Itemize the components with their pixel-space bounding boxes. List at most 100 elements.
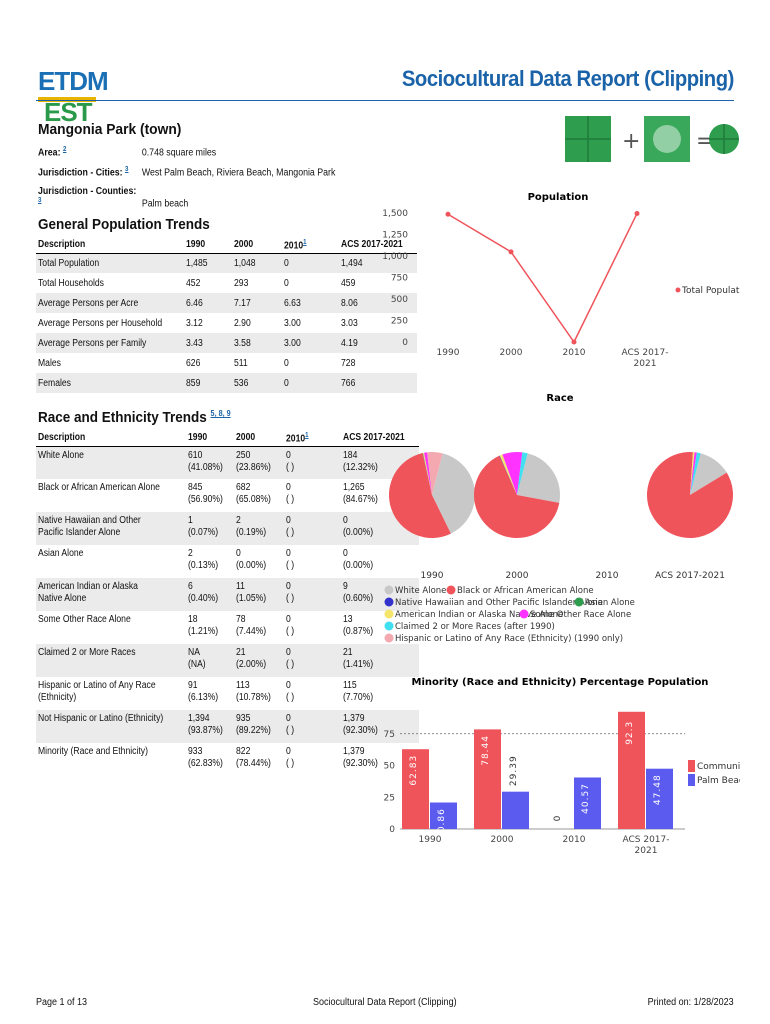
area-value: 0.748 square miles (141, 147, 217, 159)
row-value: 2.90 (234, 317, 252, 329)
row-value: 113 (10.78%) (235, 680, 271, 703)
area-ref-link[interactable]: 2 (62, 146, 67, 153)
row-value: 21 (2.00%) (233, 644, 284, 677)
header-1990: 1990 (184, 237, 233, 254)
x-tick-label: 2000 (500, 348, 523, 358)
row-value: 9 (0.60%) (340, 578, 419, 611)
header-2010-ref-link[interactable]: 1 (303, 238, 307, 246)
table-header-row: Description 1990 2000 20101 ACS 2017-202… (36, 430, 419, 447)
row-value: 0( ) (283, 710, 341, 743)
row-description: Minority (Race and Ethnicity) (38, 746, 148, 757)
header-2000: 2000 (233, 430, 284, 447)
general-population-table: Description 1990 2000 20101 ACS 2017-202… (36, 237, 418, 393)
bar-data-label: 47.48 (653, 774, 663, 805)
y-tick-label: 1,250 (382, 231, 408, 241)
row-value: 0 (284, 357, 290, 369)
legend-entry: Community (697, 762, 740, 772)
legend-marker (384, 633, 394, 643)
row-description: American Indian or Alaska Native Alone (36, 578, 186, 611)
etdm-est-logo: ETDM EST (38, 66, 148, 127)
table-header-row: Description 1990 2000 20101 ACS 2017-202… (36, 237, 418, 254)
legend-marker (384, 621, 394, 631)
population-line-chart: Population 1,500 1,250 1,000 750 500 250 0 1990 2… (382, 192, 740, 369)
legend-marker (519, 609, 529, 619)
header-1990: 1990 (185, 430, 234, 447)
y-tick-label: 0 (402, 338, 408, 348)
table-row: Average Persons per Acre 6.46 7.17 6.63 8.06 (36, 293, 418, 313)
pie-slice (474, 455, 560, 538)
pie-label: 2010 (596, 571, 619, 581)
y-tick-label: 1,000 (382, 252, 408, 262)
pie-slice (424, 452, 432, 495)
row-description: Not Hispanic or Latino (Ethnicity) (36, 710, 186, 743)
row-value: 1,048 (232, 253, 283, 273)
minority-chart-title: Minority (Race and Ethnicity) Percentage… (412, 677, 709, 688)
race-section-title: Race and Ethnicity Trends 5, 8, 9 (38, 409, 231, 426)
row-value: 0( ) (285, 482, 294, 505)
legend-entry: Claimed 2 or More Races (after 1990) (395, 622, 555, 632)
row-value: 4.19 (339, 333, 418, 353)
x-tick-label: 2000 (491, 835, 514, 845)
table-row: White Alone 610 (41.08%) 250 (23.86%) 0( ) 184… (36, 446, 419, 479)
puzzle-plus: + (622, 129, 640, 154)
population-point (571, 339, 577, 345)
row-value: 6.63 (282, 293, 340, 313)
footer-page-number: Page 1 of 13 (36, 997, 88, 1008)
row-value: 0 (0.00%) (235, 548, 266, 571)
bar-data-label: 78.44 (481, 735, 491, 766)
pie-slice (423, 452, 432, 495)
y-tick-label: 250 (391, 317, 408, 327)
row-description: Males (38, 357, 61, 369)
population-chart-title: Population (528, 192, 589, 203)
row-value: 0( ) (285, 548, 294, 571)
area-row: Area: 2 0.748 square miles (38, 146, 216, 158)
bar (574, 777, 601, 829)
row-value: 0 (282, 373, 340, 393)
row-value: 1,265 (84.67%) (342, 482, 378, 505)
header-2010: 20101 (282, 237, 340, 254)
y-tick-label: 0 (389, 825, 395, 835)
header-acs: ACS 2017-2021 (340, 430, 419, 447)
legend-marker (384, 597, 394, 607)
row-value: 0 (284, 277, 290, 289)
row-value: 11 (1.05%) (233, 578, 284, 611)
row-value: 0( ) (285, 680, 294, 703)
x-tick-label: 1990 (419, 835, 442, 845)
header-description: Description (36, 430, 186, 447)
row-description: Total Population (36, 253, 185, 273)
row-value: 1,485 (184, 253, 233, 273)
row-value: 766 (339, 373, 418, 393)
row-value: 728 (341, 357, 356, 369)
row-value: 2 (0.19%) (233, 512, 284, 545)
row-description: Claimed 2 or More Races (36, 644, 186, 677)
cities-ref-link[interactable]: 3 (125, 166, 129, 173)
legend-marker (574, 597, 584, 607)
pie-slice (690, 453, 727, 495)
cities-row: Jurisdiction - Cities: 3 West Palm Beach,… (38, 166, 335, 178)
row-value: 0 (282, 253, 340, 273)
header-description: Description (36, 237, 185, 254)
pie-slice (388, 453, 451, 538)
minority-bar-chart: Minority (Race and Ethnicity) Percentage… (384, 677, 740, 856)
row-description: Hispanic or Latino of Any Race (Ethnicity… (38, 680, 156, 703)
legend-entry: Palm Beach (697, 776, 740, 786)
row-value: 0 (0.00%) (342, 548, 373, 571)
row-value: 610 (41.08%) (185, 446, 234, 479)
race-title-ref-links[interactable]: 5, 8, 9 (210, 409, 231, 418)
legend-marker (675, 287, 681, 293)
footer-printed-date: Printed on: 1/28/2023 (647, 997, 734, 1008)
header-2010-ref-link[interactable]: 1 (304, 431, 309, 439)
pie-slice (690, 452, 695, 495)
pie-slice (427, 452, 443, 495)
row-description: Average Persons per Acre (36, 293, 185, 313)
bar-data-label: 20.86 (437, 808, 447, 839)
row-description: Native Hawaiian and Other Pacific Islande… (36, 512, 186, 545)
bar (646, 768, 673, 829)
bar (474, 729, 501, 829)
legend-entry: Hispanic or Latino of Any Race (Ethnicit… (395, 634, 623, 644)
counties-ref-link[interactable]: 3 (38, 197, 42, 204)
row-value: 7.17 (232, 293, 283, 313)
x-tick-label: 2010 (563, 835, 586, 845)
row-value: 0( ) (285, 746, 294, 769)
place-name: Mangonia Park (town) (38, 121, 182, 138)
